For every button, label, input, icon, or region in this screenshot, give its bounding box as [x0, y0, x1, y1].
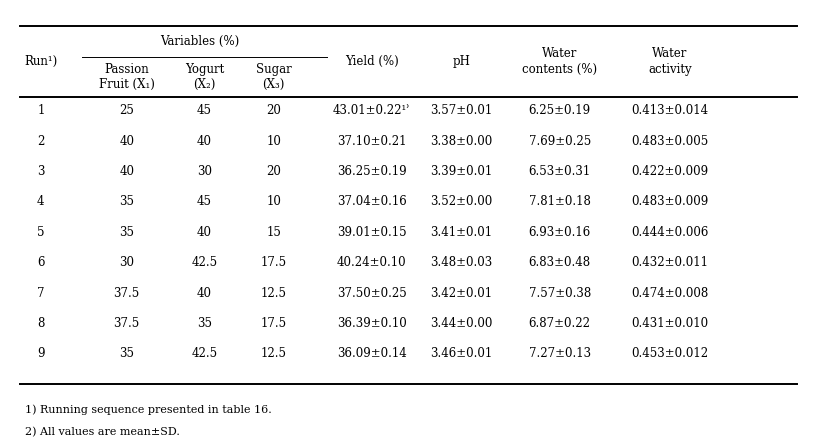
Text: 3.52±0.00: 3.52±0.00	[431, 195, 493, 209]
Text: 37.50±0.25: 37.50±0.25	[337, 286, 407, 300]
Text: 12.5: 12.5	[261, 286, 287, 300]
Text: 30: 30	[119, 256, 134, 269]
Text: (X₃): (X₃)	[262, 78, 285, 91]
Text: Run¹): Run¹)	[25, 55, 57, 68]
Text: 12.5: 12.5	[261, 347, 287, 360]
Text: 3.44±0.00: 3.44±0.00	[431, 317, 493, 330]
Text: 6.25±0.19: 6.25±0.19	[529, 104, 591, 117]
Text: 0.431±0.010: 0.431±0.010	[632, 317, 708, 330]
Text: 35: 35	[197, 317, 212, 330]
Text: 36.25±0.19: 36.25±0.19	[337, 165, 407, 178]
Text: 7.57±0.38: 7.57±0.38	[529, 286, 591, 300]
Text: 2: 2	[37, 135, 45, 148]
Text: 42.5: 42.5	[191, 256, 217, 269]
Text: 8: 8	[37, 317, 45, 330]
Text: 35: 35	[119, 226, 134, 239]
Text: 35: 35	[119, 347, 134, 360]
Text: 5: 5	[37, 226, 45, 239]
Text: 17.5: 17.5	[261, 317, 287, 330]
Text: 36.09±0.14: 36.09±0.14	[337, 347, 407, 360]
Text: 17.5: 17.5	[261, 256, 287, 269]
Text: 6.83±0.48: 6.83±0.48	[529, 256, 591, 269]
Text: 6.53±0.31: 6.53±0.31	[529, 165, 591, 178]
Text: 6: 6	[37, 256, 45, 269]
Text: Water: Water	[652, 48, 688, 60]
Text: 3.39±0.01: 3.39±0.01	[431, 165, 493, 178]
Text: 6.87±0.22: 6.87±0.22	[529, 317, 591, 330]
Text: 2) All values are mean±SD.: 2) All values are mean±SD.	[25, 427, 180, 437]
Text: Fruit (X₁): Fruit (X₁)	[99, 78, 154, 91]
Text: 9: 9	[37, 347, 45, 360]
Text: Yield (%): Yield (%)	[345, 55, 399, 68]
Text: 3: 3	[37, 165, 45, 178]
Text: 10: 10	[266, 195, 281, 209]
Text: 3.57±0.01: 3.57±0.01	[431, 104, 493, 117]
Text: 40.24±0.10: 40.24±0.10	[337, 256, 407, 269]
Text: 45: 45	[197, 195, 212, 209]
Text: 0.474±0.008: 0.474±0.008	[632, 286, 708, 300]
Text: 1: 1	[37, 104, 45, 117]
Text: 0.483±0.005: 0.483±0.005	[632, 135, 708, 148]
Text: Sugar: Sugar	[256, 63, 292, 76]
Text: Passion: Passion	[105, 63, 149, 76]
Text: 40: 40	[119, 165, 134, 178]
Text: 3.41±0.01: 3.41±0.01	[431, 226, 493, 239]
Text: 0.413±0.014: 0.413±0.014	[632, 104, 708, 117]
Text: 40: 40	[119, 135, 134, 148]
Text: activity: activity	[648, 63, 692, 76]
Text: 40: 40	[197, 286, 212, 300]
Text: 3.38±0.00: 3.38±0.00	[431, 135, 493, 148]
Text: 0.444±0.006: 0.444±0.006	[632, 226, 708, 239]
Text: Yogurt: Yogurt	[185, 63, 224, 76]
Text: (X₂): (X₂)	[193, 78, 216, 91]
Text: 3.42±0.01: 3.42±0.01	[431, 286, 493, 300]
Text: 40: 40	[197, 226, 212, 239]
Text: 20: 20	[266, 165, 281, 178]
Text: 37.10±0.21: 37.10±0.21	[337, 135, 407, 148]
Text: 3.48±0.03: 3.48±0.03	[431, 256, 493, 269]
Text: 39.01±0.15: 39.01±0.15	[337, 226, 407, 239]
Text: 0.483±0.009: 0.483±0.009	[632, 195, 708, 209]
Text: Water: Water	[542, 48, 578, 60]
Text: 30: 30	[197, 165, 212, 178]
Text: 7.69±0.25: 7.69±0.25	[529, 135, 591, 148]
Text: 7: 7	[37, 286, 45, 300]
Text: 45: 45	[197, 104, 212, 117]
Text: contents (%): contents (%)	[522, 63, 597, 76]
Text: 36.39±0.10: 36.39±0.10	[337, 317, 407, 330]
Text: 15: 15	[266, 226, 281, 239]
Text: 7.27±0.13: 7.27±0.13	[529, 347, 591, 360]
Text: 35: 35	[119, 195, 134, 209]
Text: 20: 20	[266, 104, 281, 117]
Text: 25: 25	[119, 104, 134, 117]
Text: 42.5: 42.5	[191, 347, 217, 360]
Text: 37.04±0.16: 37.04±0.16	[337, 195, 407, 209]
Text: 4: 4	[37, 195, 45, 209]
Text: 0.422±0.009: 0.422±0.009	[632, 165, 708, 178]
Text: 0.453±0.012: 0.453±0.012	[632, 347, 708, 360]
Text: 37.5: 37.5	[114, 317, 140, 330]
Text: 40: 40	[197, 135, 212, 148]
Text: Variables (%): Variables (%)	[160, 35, 240, 48]
Text: 10: 10	[266, 135, 281, 148]
Text: 6.93±0.16: 6.93±0.16	[529, 226, 591, 239]
Text: 3.46±0.01: 3.46±0.01	[431, 347, 493, 360]
Text: 37.5: 37.5	[114, 286, 140, 300]
Text: 7.81±0.18: 7.81±0.18	[529, 195, 591, 209]
Text: 1) Running sequence presented in table 16.: 1) Running sequence presented in table 1…	[25, 405, 271, 415]
Text: 0.432±0.011: 0.432±0.011	[632, 256, 708, 269]
Text: pH: pH	[453, 55, 471, 68]
Text: 43.01±0.22¹ʾ: 43.01±0.22¹ʾ	[333, 104, 411, 117]
